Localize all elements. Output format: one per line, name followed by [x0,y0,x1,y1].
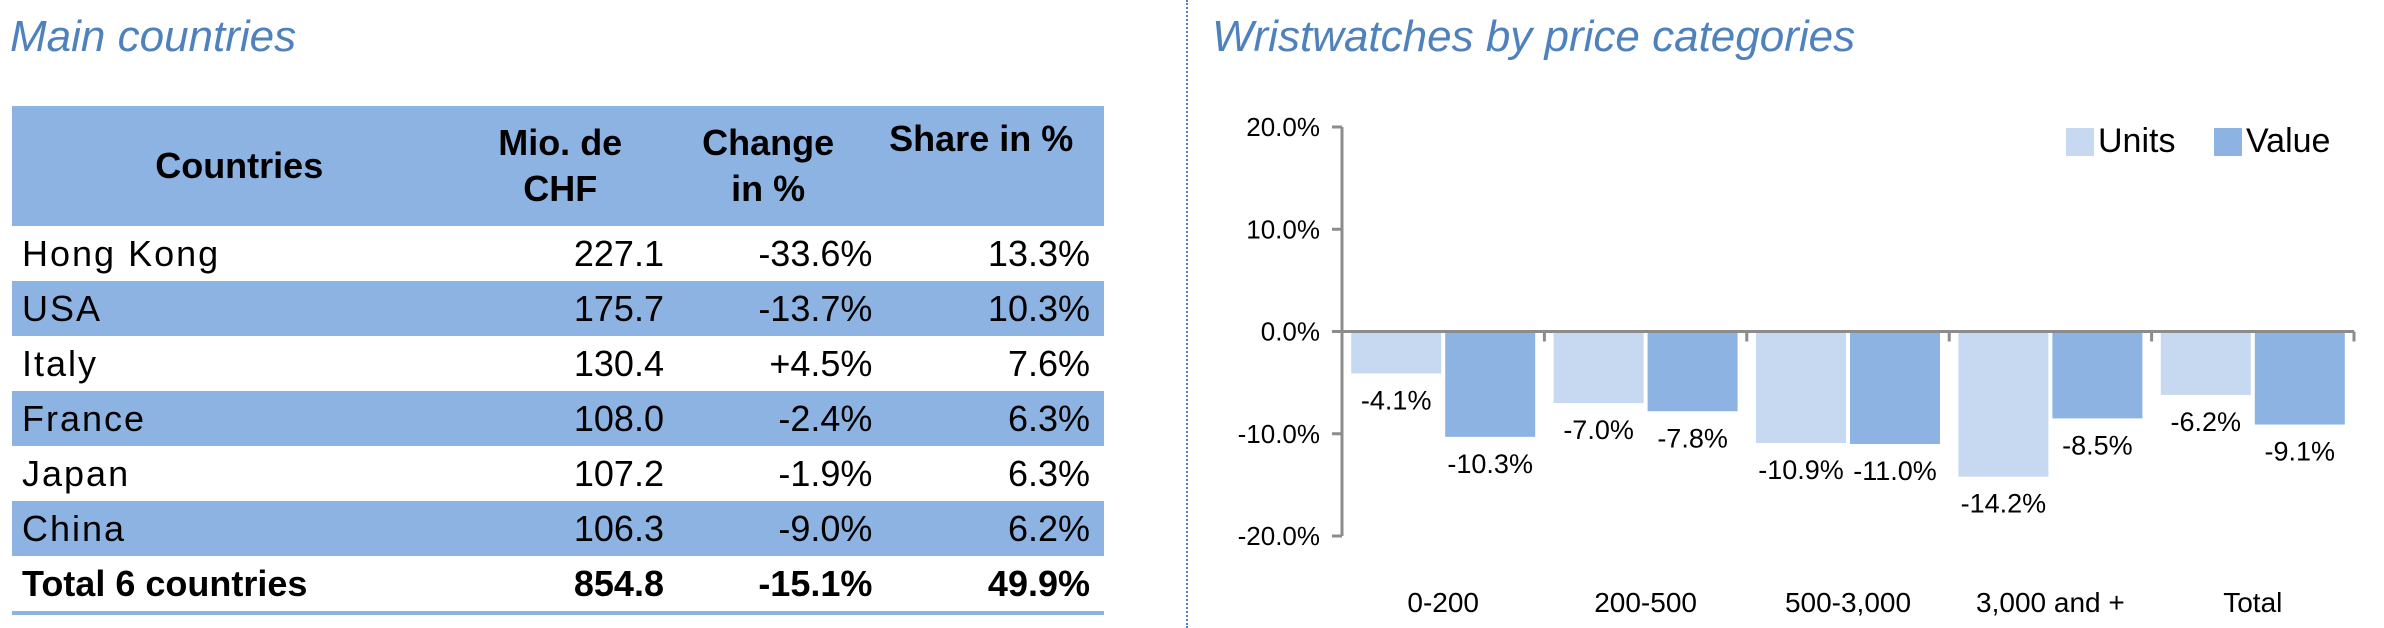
price-category-bar-chart: 20.0% 10.0% 0.0% -10.0% -20.0% -4.1% -10.3% 0-2… [1238,112,2356,618]
x-category-label: Total [2223,587,2282,618]
country-share: 6.2% [872,501,1104,556]
data-label: -4.1% [1361,385,1432,415]
header-mio-line2: CHF [523,168,598,209]
country-change: -2.4% [663,391,873,446]
data-label: -14.2% [1961,489,2047,519]
data-label: -7.0% [1563,415,1634,445]
total-change: -15.1% [663,556,873,615]
table-total-row: Total 6 countries 854.8 -15.1% 49.9% [12,556,1104,615]
table-header-row: Countries Mio. de CHF Change in % Share … [12,106,1104,226]
bar-units [2160,331,2251,395]
total-name: Total 6 countries [12,556,457,615]
legend-swatch-value [2214,128,2242,156]
data-label: -8.5% [2062,430,2133,460]
wristwatches-chart-title: Wristwatches by price categories [1212,12,1856,61]
y-tick-label: -10.0% [1238,419,1320,449]
bar-value [2254,331,2345,425]
country-change: -1.9% [778,452,873,494]
panel-divider [1186,0,1188,628]
data-label: -7.8% [1657,423,1728,453]
main-countries-table: Countries Mio. de CHF Change in % Share … [12,106,1104,615]
country-share: 13.3% [987,232,1090,274]
country-mio: 108.0 [456,391,664,446]
country-change: -9.0% [663,501,873,556]
bar-value [2052,331,2143,419]
header-change-line2: in % [731,168,806,209]
x-category-label: 0-200 [1407,587,1479,618]
data-label: -6.2% [2171,407,2242,437]
country-name: Japan [22,452,131,494]
country-change: -13.7% [663,281,873,336]
y-tick-label: -20.0% [1238,521,1320,551]
country-name: Hong Kong [22,232,221,274]
legend-label-units: Units [2098,122,2175,160]
header-share: Share in % [872,106,1104,226]
legend-swatch-units [2066,128,2094,156]
country-share: 6.3% [1007,452,1090,494]
x-category-label: 3,000 and + [1976,587,2125,618]
table-row: China 106.3 -9.0% 6.2% [12,501,1104,556]
country-name: Italy [22,342,99,384]
bar-units [1756,331,1846,443]
bar-value [1445,331,1536,437]
country-share: 7.6% [1007,342,1090,384]
data-label: -10.3% [1447,449,1533,479]
bar-value [1850,331,1940,444]
table-row: Italy 130.4 +4.5% 7.6% [12,336,1104,391]
country-mio: 106.3 [456,501,664,556]
country-mio: 227.1 [573,232,664,274]
total-share: 49.9% [872,556,1104,615]
table-row: USA 175.7 -13.7% 10.3% [12,281,1104,336]
main-countries-title: Main countries [10,12,297,61]
header-change-line1: Change [702,122,835,163]
table-row: Hong Kong 227.1 -33.6% 13.3% [12,226,1104,281]
header-mio-line1: Mio. de [498,122,623,163]
country-change: -33.6% [758,232,873,274]
header-change: Change in % [663,106,873,226]
country-name: China [12,501,457,556]
header-mio-chf: Mio. de CHF [456,106,664,226]
country-mio: 175.7 [456,281,664,336]
country-name: France [12,391,457,446]
bar-units [1351,331,1442,374]
data-label: -11.0% [1853,456,1937,486]
header-countries: Countries [12,106,457,226]
table-row: Japan 107.2 -1.9% 6.3% [12,446,1104,501]
y-tick-label: 10.0% [1246,214,1320,244]
bar-units [1958,331,2049,477]
y-tick-label: 0.0% [1261,317,1320,347]
country-mio: 107.2 [573,452,664,494]
y-tick-label: 20.0% [1246,112,1320,142]
legend-label-value: Value [2246,122,2330,160]
country-name: USA [12,281,457,336]
table-row: France 108.0 -2.4% 6.3% [12,391,1104,446]
x-category-label: 500-3,000 [1785,587,1911,618]
country-change: +4.5% [769,342,873,384]
country-mio: 130.4 [573,342,664,384]
data-label: -10.9% [1758,455,1844,485]
bar-units [1553,331,1644,404]
total-mio: 854.8 [456,556,664,615]
country-share: 6.3% [872,391,1104,446]
country-share: 10.3% [872,281,1104,336]
data-label: -9.1% [2265,437,2336,467]
x-category-label: 200-500 [1594,587,1697,618]
bar-value [1647,331,1738,412]
